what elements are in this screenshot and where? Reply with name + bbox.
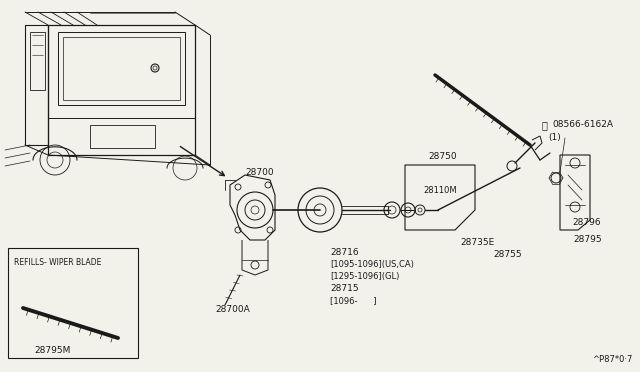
Text: [1096-      ]: [1096- ] [330,296,376,305]
Text: [1095-1096](US,CA): [1095-1096](US,CA) [330,260,414,269]
Text: 28700: 28700 [245,168,274,177]
Text: (1): (1) [548,133,561,142]
Text: ^P87*0·7: ^P87*0·7 [591,355,632,364]
Text: 28795M: 28795M [35,346,71,355]
Text: 28795: 28795 [573,235,602,244]
Text: 28735E: 28735E [460,238,494,247]
Text: 28110M: 28110M [423,186,456,195]
Text: 28755: 28755 [493,250,522,259]
Text: [1295-1096](GL): [1295-1096](GL) [330,272,399,281]
Text: REFILLS- WIPER BLADE: REFILLS- WIPER BLADE [14,258,101,267]
Text: 28750: 28750 [428,152,456,161]
Bar [8,248,138,358]
Text: 28796: 28796 [572,218,600,227]
Text: Ⓢ: Ⓢ [542,120,548,130]
Text: 28700A: 28700A [215,305,250,314]
Text: 08566-6162A: 08566-6162A [552,120,613,129]
Text: 28716: 28716 [330,248,358,257]
Text: 28715: 28715 [330,284,358,293]
